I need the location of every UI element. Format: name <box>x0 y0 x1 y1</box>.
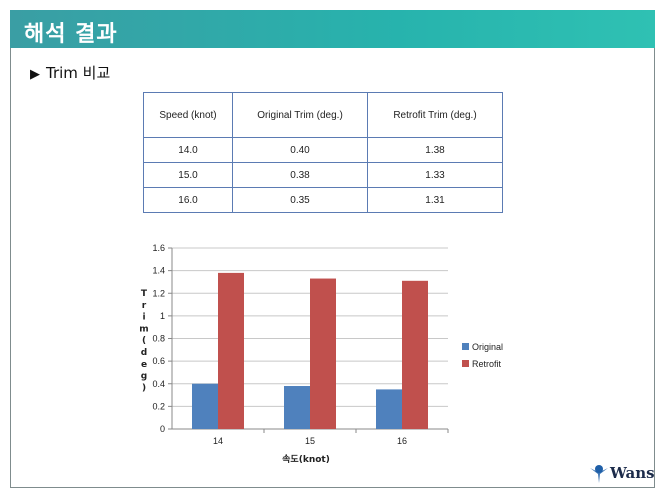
trim-table: Speed (knot) Original Trim (deg.) Retrof… <box>143 92 503 213</box>
table-header-retrofit: Retrofit Trim (deg.) <box>367 92 503 138</box>
legend-swatch-original <box>462 343 469 350</box>
table-cell: 1.31 <box>367 187 503 213</box>
table-cell: 0.38 <box>232 162 368 188</box>
y-tick-label: 1.6 <box>152 243 165 253</box>
x-tick-label: 14 <box>213 436 223 446</box>
table-header-row: Speed (knot) Original Trim (deg.) Retrof… <box>143 92 503 138</box>
bar-original <box>284 386 310 429</box>
section-subtitle-text: Trim 비교 <box>46 64 111 82</box>
bar-original <box>192 383 218 429</box>
x-tick-label: 15 <box>305 436 315 446</box>
table-row: 14.0 0.40 1.38 <box>143 137 503 163</box>
legend-swatch-retrofit <box>462 360 469 367</box>
table-header-speed: Speed (knot) <box>143 92 233 138</box>
table-cell: 16.0 <box>143 187 233 213</box>
y-tick-label: 0.4 <box>152 379 165 389</box>
slide-frame <box>10 10 655 488</box>
wans-logo: Wans <box>592 464 655 482</box>
table-cell: 1.38 <box>367 137 503 163</box>
y-tick-label: 1 <box>160 311 165 321</box>
logo-text: Wans <box>610 464 655 482</box>
table-cell: 0.35 <box>232 187 368 213</box>
y-tick-label: 1.4 <box>152 266 165 276</box>
title-banner: 해석 결과 <box>10 10 655 48</box>
legend-label-retrofit: Retrofit <box>472 359 502 369</box>
x-axis-label: 속도(knot) <box>282 453 330 465</box>
table-header-original: Original Trim (deg.) <box>232 92 368 138</box>
bar-retrofit <box>310 278 336 429</box>
y-tick-label: 0.2 <box>152 401 165 411</box>
y-tick-label: 1.2 <box>152 288 165 298</box>
page-title: 해석 결과 <box>24 22 118 47</box>
y-tick-label: 0 <box>160 424 165 434</box>
triangle-bullet-icon: ▶ <box>30 67 40 82</box>
bar-original <box>376 389 402 429</box>
table-cell: 14.0 <box>143 137 233 163</box>
bar-retrofit <box>218 272 244 429</box>
y-tick-label: 0.6 <box>152 356 165 366</box>
bar-retrofit <box>402 280 428 429</box>
table-cell: 0.40 <box>232 137 368 163</box>
table-row: 16.0 0.35 1.31 <box>143 187 503 213</box>
x-tick-label: 16 <box>397 436 407 446</box>
wans-logo-mark-icon <box>590 465 608 483</box>
table-cell: 1.33 <box>367 162 503 188</box>
legend-label-original: Original <box>472 342 503 352</box>
y-tick-label: 0.8 <box>152 334 165 344</box>
section-subtitle: ▶ Trim 비교 <box>30 62 110 83</box>
